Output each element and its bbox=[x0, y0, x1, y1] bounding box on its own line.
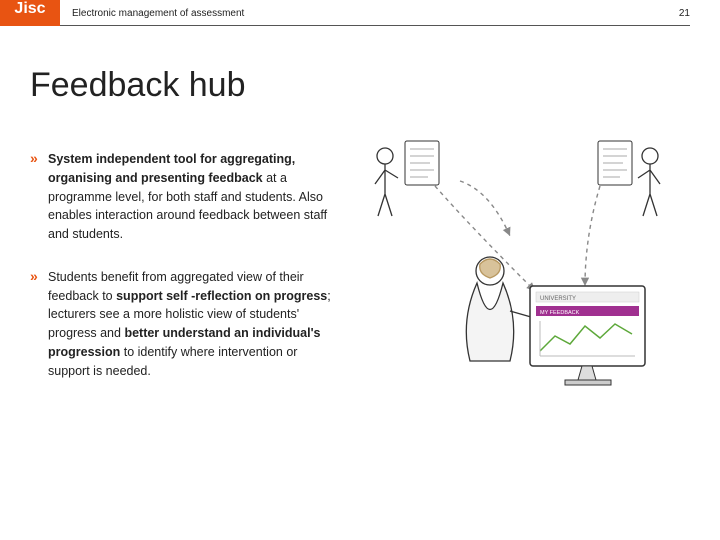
bullet-item: » Students benefit from aggregated view o… bbox=[30, 268, 340, 381]
jisc-logo: Jisc bbox=[0, 0, 60, 26]
header-subtitle: Electronic management of assessment bbox=[72, 8, 244, 19]
illustration: UNIVERSITY MY FEEDBACK bbox=[360, 136, 680, 396]
bullet-marker: » bbox=[30, 150, 38, 166]
feedback-illustration-svg: UNIVERSITY MY FEEDBACK bbox=[360, 136, 680, 396]
header: Jisc Electronic management of assessment… bbox=[30, 0, 690, 26]
monitor-banner-text: MY FEEDBACK bbox=[540, 310, 580, 316]
bullet-marker: » bbox=[30, 268, 38, 284]
bullet-item: » System independent tool for aggregating… bbox=[30, 150, 340, 244]
slide-title: Feedback hub bbox=[30, 66, 340, 105]
slide-content: Feedback hub » System independent tool fo… bbox=[0, 26, 720, 404]
bullet-text: System independent tool for aggregating,… bbox=[48, 150, 340, 244]
text-column: Feedback hub » System independent tool fo… bbox=[30, 66, 360, 404]
monitor-title-text: UNIVERSITY bbox=[540, 296, 576, 302]
bullet-text: Students benefit from aggregated view of… bbox=[48, 268, 340, 381]
bullet-list: » System independent tool for aggregating… bbox=[30, 150, 340, 380]
page-number: 21 bbox=[679, 8, 690, 19]
